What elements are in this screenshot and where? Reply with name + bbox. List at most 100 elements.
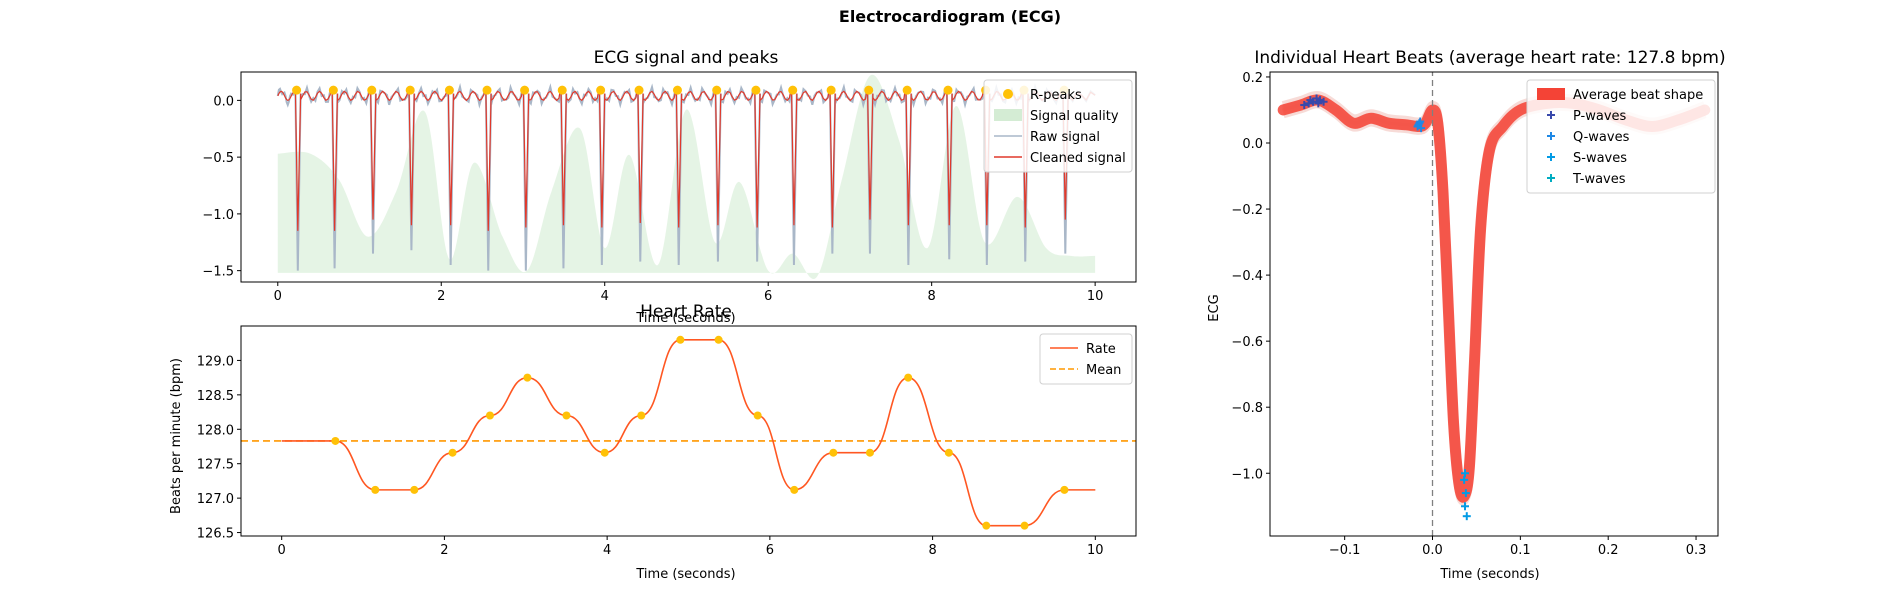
- rate-point: [562, 411, 571, 420]
- ecg-chart-title: ECG signal and peaks: [594, 48, 779, 68]
- r-peak-marker: [943, 85, 953, 95]
- rate-point: [523, 373, 532, 382]
- rate-point: [753, 411, 762, 420]
- x-tick-label: 0: [274, 289, 282, 304]
- legend-label: Signal quality: [1030, 109, 1119, 124]
- rate-point: [637, 411, 646, 420]
- rate-point: [865, 448, 874, 457]
- y-tick-label: −0.4: [1231, 269, 1263, 284]
- x-tick-label: 10: [1087, 543, 1104, 558]
- rate-point: [600, 448, 609, 457]
- x-tick-label: 0.3: [1686, 543, 1707, 558]
- rate-point: [944, 448, 953, 457]
- x-tick-label: 0.1: [1510, 543, 1531, 558]
- x-tick-label: 8: [928, 543, 936, 558]
- ecg-x-axis-label: Time (seconds): [635, 311, 735, 326]
- x-tick-label: 4: [601, 289, 609, 304]
- x-tick-label: 0.2: [1598, 543, 1619, 558]
- rate-line: [281, 338, 1096, 527]
- y-tick-label: 127.5: [197, 458, 234, 473]
- legend-box: [1039, 333, 1133, 385]
- beats-x-axis-label: Time (seconds): [1439, 567, 1539, 582]
- y-tick-label: −1.5: [202, 265, 234, 280]
- legend-patch: [994, 109, 1022, 121]
- y-tick-label: 126.5: [197, 527, 234, 542]
- rate-chart-title: Heart Rate: [640, 302, 732, 322]
- x-tick-label: 6: [766, 543, 774, 558]
- rate-point: [331, 436, 340, 445]
- rate-point: [485, 411, 494, 420]
- legend-label: Raw signal: [1030, 130, 1100, 145]
- rate-point: [790, 485, 799, 494]
- y-tick-label: 127.0: [197, 492, 234, 507]
- legend-label: Mean: [1086, 363, 1121, 378]
- r-peak-marker: [672, 85, 682, 95]
- y-tick-label: 0.0: [213, 94, 234, 109]
- y-tick-label: −0.6: [1231, 335, 1263, 350]
- beats-frame: [1269, 71, 1719, 537]
- legend-label: T-waves: [1572, 172, 1626, 187]
- rate-point: [448, 448, 457, 457]
- rate-point: [714, 335, 723, 344]
- rate-point: [410, 485, 419, 494]
- legend-box: [983, 79, 1133, 173]
- legend-label: Q-waves: [1573, 130, 1630, 145]
- r-peak-marker: [751, 85, 761, 95]
- y-tick-label: −0.2: [1231, 203, 1263, 218]
- y-tick-label: −1.0: [202, 208, 234, 223]
- ecg-signal-chart: ECG signal and peaks Time (seconds) 0 2 4 6…: [202, 48, 1137, 326]
- r-peak-marker: [444, 85, 454, 95]
- r-peak-marker: [634, 85, 644, 95]
- y-tick-label: 128.5: [197, 389, 234, 404]
- y-tick-label: 129.0: [197, 354, 234, 369]
- legend-label: Rate: [1086, 342, 1116, 357]
- r-peak-marker: [712, 85, 722, 95]
- legend-label: Cleaned signal: [1030, 151, 1126, 166]
- y-tick-label: 0.2: [1242, 71, 1263, 86]
- rate-frame: [240, 325, 1137, 537]
- rate-point: [676, 335, 685, 344]
- ecg-frame: [240, 71, 1137, 283]
- beats-chart-title: Individual Heart Beats (average heart ra…: [1254, 48, 1725, 68]
- rate-point: [371, 485, 380, 494]
- r-peak-marker: [826, 85, 836, 95]
- ecg-plot-area: [276, 74, 1096, 279]
- beats-y-axis-label: ECG: [1207, 294, 1222, 321]
- y-tick-label: −1.0: [1231, 467, 1263, 482]
- r-peak-marker: [328, 85, 338, 95]
- r-peak-marker: [482, 85, 492, 95]
- rate-point: [829, 448, 838, 457]
- r-peak-marker: [864, 85, 874, 95]
- r-peak-marker: [405, 85, 415, 95]
- legend-patch: [1537, 88, 1565, 100]
- rate-point: [904, 373, 913, 382]
- y-tick-label: −0.8: [1231, 401, 1263, 416]
- figure-title: Electrocardiogram (ECG): [839, 7, 1061, 26]
- x-tick-label: 0: [278, 543, 286, 558]
- r-peak-marker: [520, 85, 530, 95]
- heart-beats-chart: Individual Heart Beats (average heart ra…: [1207, 48, 1726, 582]
- x-tick-label: 8: [928, 289, 936, 304]
- y-tick-label: 128.0: [197, 423, 234, 438]
- x-tick-label: 4: [603, 543, 611, 558]
- rate-plot-area: [241, 335, 1136, 530]
- r-peak-marker: [367, 85, 377, 95]
- rate-point: [1020, 521, 1029, 530]
- rate-x-axis-label: Time (seconds): [635, 567, 735, 582]
- x-tick-label: 2: [437, 289, 445, 304]
- legend-label: Average beat shape: [1573, 88, 1703, 103]
- y-tick-label: −0.5: [202, 151, 234, 166]
- heart-rate-chart: Heart Rate Time (seconds) Beats per minu…: [169, 302, 1137, 582]
- r-peak-marker: [596, 85, 606, 95]
- legend-box: [1526, 79, 1716, 194]
- r-peak-marker: [292, 85, 302, 95]
- cleaned-signal-line: [277, 86, 1096, 231]
- x-tick-label: 2: [440, 543, 448, 558]
- rate-point: [1060, 485, 1069, 494]
- legend-marker: [1003, 89, 1013, 99]
- y-tick-label: 0.0: [1242, 137, 1263, 152]
- x-tick-label: 0.0: [1422, 543, 1443, 558]
- rate-y-axis-label: Beats per minute (bpm): [169, 358, 184, 514]
- legend-label: S-waves: [1573, 151, 1627, 166]
